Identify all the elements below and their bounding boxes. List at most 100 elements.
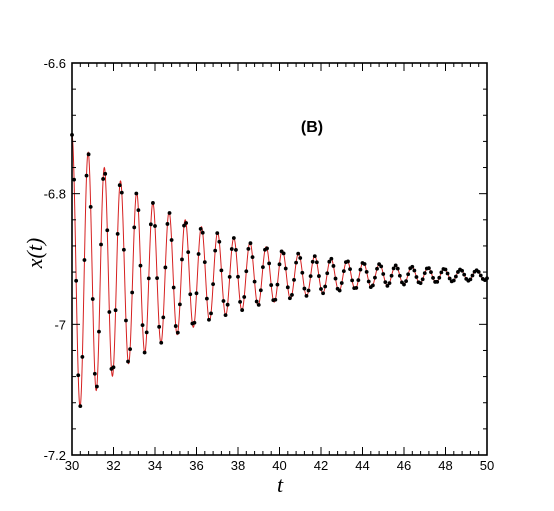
data-point xyxy=(194,291,199,296)
data-point xyxy=(362,262,367,266)
data-point xyxy=(254,299,259,304)
data-point xyxy=(111,365,116,370)
data-point xyxy=(175,330,180,335)
axis-frame xyxy=(71,62,488,456)
panel-label: (B) xyxy=(301,119,323,136)
data-point xyxy=(211,282,216,287)
data-point xyxy=(151,201,155,205)
data-point xyxy=(138,263,143,268)
data-point xyxy=(300,270,305,275)
data-point xyxy=(142,350,147,355)
data-point xyxy=(261,265,265,270)
data-point xyxy=(76,373,81,378)
data-point xyxy=(287,296,292,301)
data-point xyxy=(283,266,288,271)
data-point xyxy=(478,273,483,278)
data-point xyxy=(375,266,379,271)
data-point xyxy=(74,278,79,283)
series-markers xyxy=(70,132,489,409)
data-point xyxy=(304,293,309,298)
data-point xyxy=(462,272,467,277)
data-point xyxy=(132,225,137,230)
data-point xyxy=(173,324,178,328)
data-point xyxy=(422,271,427,276)
data-point xyxy=(209,311,213,316)
data-point xyxy=(82,258,87,262)
data-point xyxy=(312,254,317,259)
data-point xyxy=(121,247,126,252)
data-point xyxy=(136,208,141,213)
data-point xyxy=(348,267,352,272)
data-point xyxy=(134,191,139,196)
data-point xyxy=(476,269,481,274)
data-point xyxy=(414,275,419,279)
data-point xyxy=(225,302,230,307)
data-point xyxy=(385,284,390,288)
data-point xyxy=(443,267,448,272)
data-point xyxy=(169,238,174,242)
data-point xyxy=(418,281,423,286)
data-point xyxy=(370,283,375,288)
x-tick-label: 30 xyxy=(65,458,79,473)
data-point xyxy=(387,281,392,286)
data-point xyxy=(101,177,106,181)
data-point xyxy=(317,274,321,278)
data-point xyxy=(219,268,224,273)
data-point xyxy=(238,299,242,304)
data-point xyxy=(105,228,110,233)
data-point xyxy=(267,261,272,266)
data-point xyxy=(192,320,197,325)
data-point xyxy=(327,259,332,264)
data-point xyxy=(107,310,112,314)
data-point xyxy=(294,260,298,265)
data-point xyxy=(252,279,257,284)
data-point xyxy=(331,264,336,268)
x-tick-label: 44 xyxy=(355,458,369,473)
data-point xyxy=(341,269,346,274)
series-line-red xyxy=(71,134,488,408)
data-point xyxy=(153,224,157,228)
data-point xyxy=(410,264,415,269)
data-point xyxy=(155,276,159,281)
x-tick-label: 42 xyxy=(314,458,328,473)
data-point xyxy=(451,278,456,283)
data-point xyxy=(196,252,201,256)
data-point xyxy=(373,275,377,280)
data-point xyxy=(202,260,207,265)
x-tick-label: 50 xyxy=(480,458,494,473)
data-point xyxy=(217,239,222,244)
data-point xyxy=(435,279,440,284)
data-point xyxy=(437,275,442,280)
data-point xyxy=(86,152,91,157)
data-point xyxy=(171,285,176,290)
x-tick-label: 32 xyxy=(106,458,120,473)
data-point xyxy=(404,279,408,283)
data-point xyxy=(97,329,101,334)
data-point xyxy=(240,308,245,312)
data-point xyxy=(198,226,203,231)
axis-ticks xyxy=(71,62,488,456)
data-point xyxy=(146,276,151,281)
data-point xyxy=(126,359,130,364)
plot-area xyxy=(70,132,489,409)
data-point xyxy=(256,302,261,307)
data-point xyxy=(323,284,328,289)
data-point xyxy=(113,308,118,313)
data-point xyxy=(445,271,450,276)
data-point xyxy=(389,273,394,278)
data-point xyxy=(350,278,355,283)
data-point xyxy=(265,246,269,251)
x-tick-label: 38 xyxy=(231,458,245,473)
data-point xyxy=(200,230,205,235)
data-point xyxy=(258,288,263,293)
data-point xyxy=(298,256,303,260)
data-point xyxy=(117,183,122,188)
data-point xyxy=(157,324,162,329)
data-point xyxy=(236,274,240,279)
data-point xyxy=(248,241,253,246)
data-point xyxy=(470,273,475,278)
data-point xyxy=(379,264,384,269)
data-point xyxy=(88,204,93,209)
data-point xyxy=(302,286,307,291)
data-point xyxy=(308,274,313,279)
